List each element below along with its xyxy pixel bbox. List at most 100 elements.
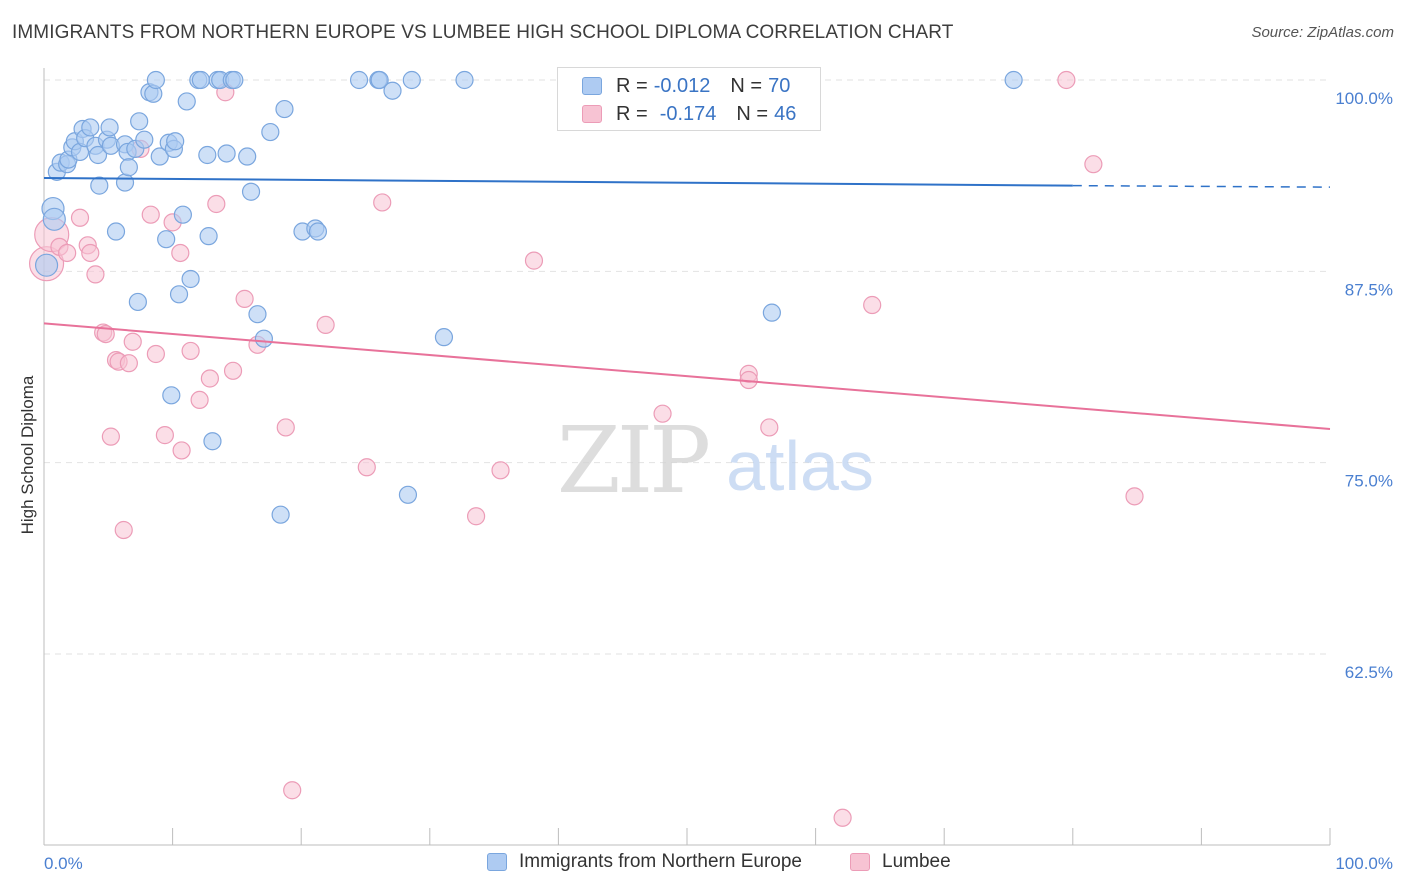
lumbee-point xyxy=(155,426,174,445)
northern-europe-point xyxy=(191,70,210,90)
lumbee-point xyxy=(96,324,115,344)
legend-r-label: R = xyxy=(616,102,648,125)
bottom-swatch-pink xyxy=(850,853,870,871)
northern-europe-point xyxy=(115,173,135,192)
lumbee-point xyxy=(1084,155,1103,174)
lumbee-point xyxy=(653,404,672,423)
northern-europe-point xyxy=(455,70,474,90)
lumbee-point xyxy=(207,194,226,214)
northern-europe-point xyxy=(241,182,261,201)
northern-europe-point xyxy=(177,92,196,111)
northern-europe-point xyxy=(119,158,138,177)
x-tick-label: 100.0% xyxy=(1335,854,1393,873)
bottom-legend-label: Immigrants from Northern Europe xyxy=(519,851,802,872)
northern-europe-point xyxy=(106,222,126,241)
lumbee-point xyxy=(86,265,105,284)
bottom-legend-lumbee: Lumbee xyxy=(850,851,951,873)
northern-europe-point xyxy=(238,147,257,166)
legend-n-value: 46 xyxy=(774,102,797,125)
legend-r-value: -0.174 xyxy=(659,102,717,125)
northern-europe-point xyxy=(271,505,290,524)
northern-europe-point xyxy=(173,205,192,224)
chart-source: Source: ZipAtlas.com xyxy=(1251,24,1394,41)
northern-europe-point xyxy=(370,70,389,90)
lumbee-trend-line xyxy=(43,322,1331,430)
northern-europe-point xyxy=(90,176,109,195)
lumbee-point xyxy=(119,354,138,373)
bottom-swatch-blue xyxy=(487,853,507,871)
watermark-zip: ZIP xyxy=(557,407,708,514)
axis-ticks: 100.0% 87.5% 75.0% 62.5% 0.0% 100.0% xyxy=(43,89,1393,873)
lumbee-point xyxy=(1057,70,1076,90)
lumbee-point xyxy=(357,458,376,477)
lumbee-point xyxy=(466,507,486,526)
lumbee-point xyxy=(316,315,335,335)
legend-n-value: 70 xyxy=(768,74,791,97)
watermark: ZIP atlas xyxy=(557,407,874,514)
legend-n-label: N = xyxy=(730,74,763,97)
legend-r-value: -0.012 xyxy=(653,74,711,97)
northern-europe-point xyxy=(130,112,149,131)
lumbee-points xyxy=(28,70,1144,827)
northern-europe-point xyxy=(128,292,147,312)
y-tick-label: 100.0% xyxy=(1335,89,1393,108)
northern-europe-point xyxy=(88,145,108,165)
lumbee-point xyxy=(171,243,190,263)
legend-swatch-blue xyxy=(582,77,602,95)
lumbee-point xyxy=(235,289,254,308)
northern-europe-point xyxy=(42,207,66,231)
northern-europe-point xyxy=(150,147,169,166)
northern-europe-point xyxy=(402,70,421,90)
lumbee-point xyxy=(181,341,200,361)
lumbee-point xyxy=(58,243,77,263)
northern-europe-point xyxy=(434,328,454,347)
lumbee-point xyxy=(101,427,120,446)
northern-europe-point xyxy=(34,253,59,277)
lumbee-point xyxy=(373,193,392,212)
northern-europe-point xyxy=(308,222,328,241)
northern-europe-points xyxy=(34,70,1023,524)
northern-europe-point xyxy=(1004,70,1023,90)
northern-europe-point xyxy=(203,432,222,451)
lumbee-point xyxy=(172,441,191,460)
lumbee-point xyxy=(491,461,510,480)
lumbee-point xyxy=(760,418,779,437)
legend-n-label: N = xyxy=(736,102,769,125)
bottom-legend-northern-europe: Immigrants from Northern Europe xyxy=(487,851,802,873)
northern-europe-point xyxy=(135,130,154,149)
lumbee-point xyxy=(141,205,160,224)
northern-europe-point xyxy=(100,118,119,137)
northern-europe-point xyxy=(398,485,418,504)
y-tick-label: 75.0% xyxy=(1345,472,1393,491)
northern-europe-point xyxy=(261,122,280,142)
chart-title: IMMIGRANTS FROM NORTHERN EUROPE VS LUMBE… xyxy=(12,22,954,43)
lumbee-point xyxy=(283,781,302,800)
lumbee-point xyxy=(1125,487,1144,506)
lumbee-point xyxy=(223,361,243,380)
legend-r-label: R = xyxy=(616,74,648,97)
northern-europe-point xyxy=(349,70,369,90)
northern-europe-point xyxy=(198,145,217,165)
lumbee-point xyxy=(70,208,90,227)
legend-row-northern-europe: R = -0.012 N = 70 xyxy=(582,74,790,98)
northern-europe-point xyxy=(162,386,181,405)
trend-lines xyxy=(43,176,1331,430)
northern-europe-point xyxy=(81,118,100,137)
x-tick-label: 0.0% xyxy=(44,854,83,873)
northern-europe-point xyxy=(383,81,402,100)
northern-europe-point xyxy=(248,305,267,324)
lumbee-point xyxy=(833,808,852,827)
lumbee-point xyxy=(123,332,142,351)
legend-row-lumbee: R = -0.174 N = 46 xyxy=(582,102,796,126)
lumbee-point xyxy=(200,369,219,388)
lumbee-point xyxy=(276,418,295,437)
northern-europe-point xyxy=(254,329,274,348)
northern-europe-point xyxy=(199,227,218,246)
bottom-legend-label: Lumbee xyxy=(882,851,951,872)
northern-europe-point xyxy=(146,70,165,90)
northern-europe-trend-line xyxy=(43,176,1073,187)
northern-europe-point xyxy=(166,132,185,151)
northern-europe-point xyxy=(275,99,294,119)
lumbee-point xyxy=(524,251,544,270)
northern-europe-point xyxy=(157,230,176,249)
